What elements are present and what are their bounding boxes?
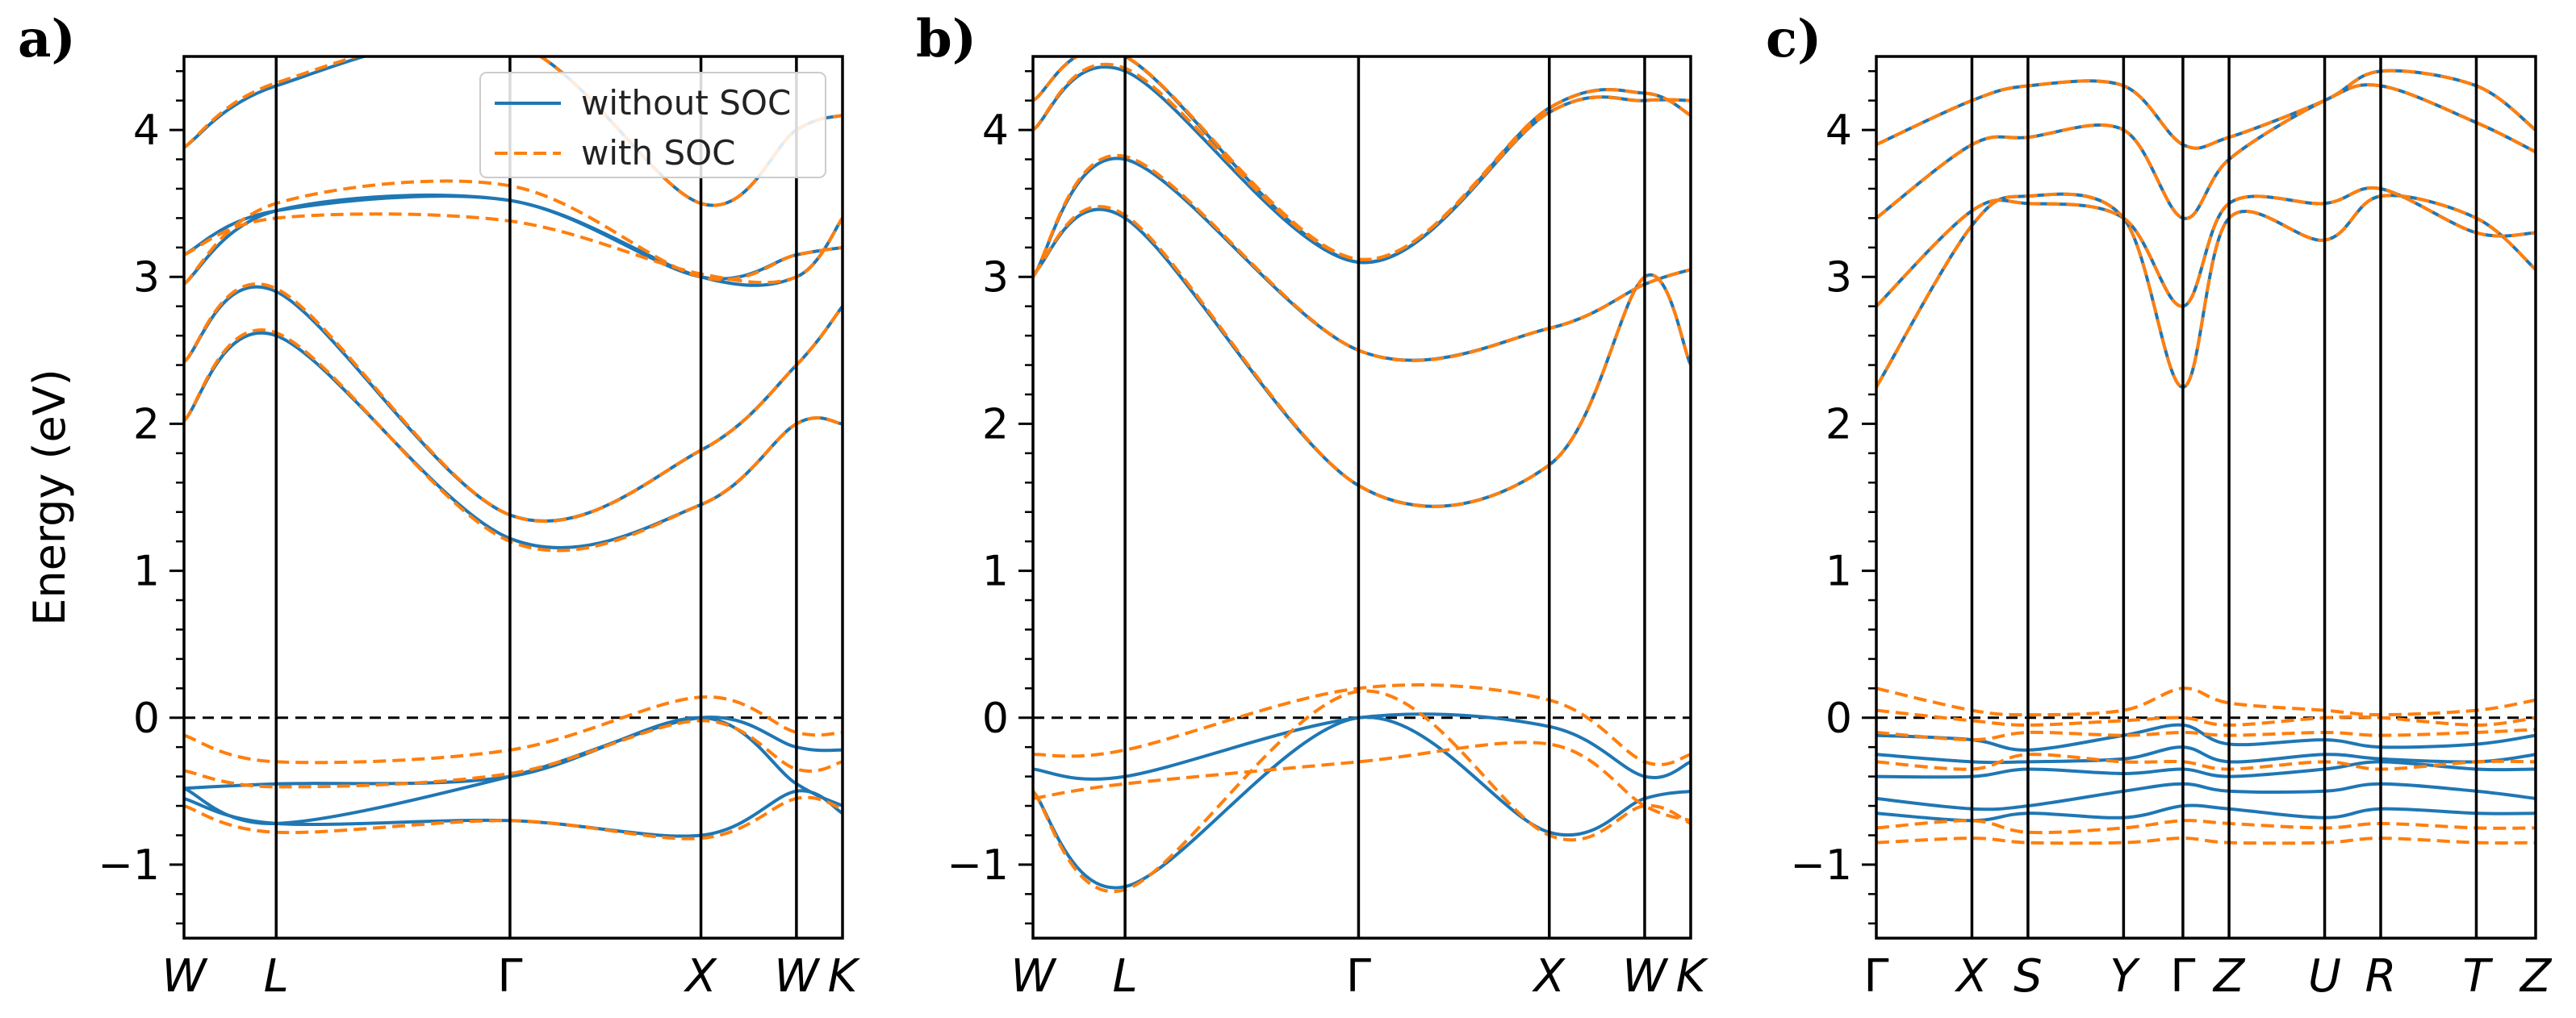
soc-band-6	[1876, 837, 2536, 845]
kpoint-label-3: Γ	[497, 950, 522, 1003]
y-tick-label: 4	[133, 106, 160, 155]
soc-band-7	[1876, 192, 2536, 389]
nosoc-band-5	[184, 285, 843, 523]
kpoint-label-5: W	[774, 950, 821, 1003]
soc-band-3	[1033, 689, 1691, 894]
y-tick-label: 0	[982, 695, 1009, 743]
soc-band-5	[1876, 819, 2536, 835]
y-tick-label: 3	[133, 253, 160, 302]
panel-label: a)	[18, 9, 76, 69]
kpoint-label-6: Z	[2212, 950, 2246, 1003]
soc-band-2	[1876, 708, 2536, 727]
axes-frame	[1875, 55, 2537, 940]
soc-band-1	[184, 695, 843, 765]
kpoint-label-6: K	[828, 950, 861, 1003]
nosoc-band-9	[1876, 69, 2536, 150]
y-tick-label: 2	[1825, 400, 1852, 449]
soc-band-4	[1876, 753, 2536, 771]
soc-band-8	[1876, 186, 2536, 308]
nosoc-band-8	[1876, 83, 2536, 220]
kpoint-label-6: K	[1676, 950, 1709, 1003]
kpoint-label-4: Y	[2110, 950, 2140, 1003]
soc-band-1	[1876, 686, 2536, 717]
soc-band-10	[1876, 69, 2536, 150]
nosoc-band-2	[1033, 716, 1691, 890]
y-tick-label: 1	[1825, 548, 1852, 596]
y-tick-label: 3	[982, 253, 1009, 302]
bands	[1033, 56, 1691, 894]
kpoint-label-8: R	[2365, 950, 2397, 1003]
soc-band-4	[1033, 205, 1691, 508]
y-tick-label: 2	[982, 400, 1009, 449]
y-tick-label: −1	[1790, 841, 1852, 890]
kpoint-label-7: U	[2308, 950, 2341, 1003]
nosoc-band-6	[1033, 56, 1691, 265]
y-tick-label: 2	[133, 400, 160, 449]
kpoint-label-5: W	[1622, 950, 1669, 1003]
legend-entry: with SOC	[581, 133, 736, 173]
soc-band-4	[184, 328, 843, 553]
bands	[1876, 69, 2536, 845]
nosoc-band-3	[1033, 207, 1691, 508]
kpoint-label-3: S	[2014, 950, 2043, 1003]
kpoint-label-2: L	[264, 950, 289, 1003]
nosoc-band-5	[1876, 803, 2536, 823]
y-tick-label: −1	[947, 841, 1009, 890]
nosoc-band-1	[1876, 723, 2536, 752]
nosoc-band-7	[184, 194, 843, 287]
soc-band-5	[184, 282, 843, 524]
panel-label: b)	[916, 9, 976, 69]
kpoint-label-2: L	[1112, 950, 1137, 1003]
soc-band-1	[1033, 683, 1691, 766]
legend-entry: without SOC	[581, 83, 791, 123]
y-axis-title: Energy (eV)	[24, 369, 75, 626]
kpoint-label-4: X	[683, 950, 717, 1003]
soc-band-7	[184, 212, 843, 285]
soc-band-2	[1033, 741, 1691, 823]
soc-band-7	[1033, 56, 1691, 261]
kpoint-label-2: X	[1954, 950, 1988, 1003]
soc-band-9	[1876, 83, 2536, 220]
nosoc-band-3	[184, 789, 843, 838]
y-tick-label: 1	[133, 548, 160, 596]
y-tick-label: 0	[133, 695, 160, 743]
nosoc-band-3	[1876, 760, 2536, 779]
kpoint-label-4: X	[1532, 950, 1566, 1003]
soc-band-2	[184, 719, 843, 789]
soc-band-3	[184, 795, 843, 841]
legend: without SOC with SOC	[479, 72, 826, 178]
soc-band-6	[184, 179, 843, 286]
y-tick-label: 0	[1825, 695, 1852, 743]
nosoc-band-2	[1876, 745, 2536, 765]
soc-band-3	[1876, 728, 2536, 742]
kpoint-label-9: T	[2462, 950, 2493, 1003]
axes-frame	[1031, 55, 1692, 940]
panel-label: c)	[1766, 9, 1821, 69]
soc-band-8	[184, 56, 843, 207]
kpoint-label-10: Z	[2519, 950, 2553, 1003]
kpoint-label-3: Γ	[1346, 950, 1371, 1003]
axes-frame	[182, 55, 844, 940]
soc-band-5	[1033, 153, 1691, 362]
y-tick-label: −1	[98, 841, 160, 890]
kpoint-label-5: Γ	[2170, 950, 2195, 1003]
nosoc-band-1	[1033, 712, 1691, 781]
y-tick-label: 4	[1825, 106, 1852, 155]
y-tick-label: 3	[1825, 253, 1852, 302]
kpoint-label-1: W	[161, 950, 208, 1003]
legend-box	[479, 72, 826, 178]
y-tick-label: 4	[982, 106, 1009, 155]
nosoc-band-4	[1876, 782, 2536, 811]
kpoint-label-1: Γ	[1863, 950, 1888, 1003]
kpoint-label-1: W	[1010, 950, 1057, 1003]
y-tick-label: 1	[982, 548, 1009, 596]
